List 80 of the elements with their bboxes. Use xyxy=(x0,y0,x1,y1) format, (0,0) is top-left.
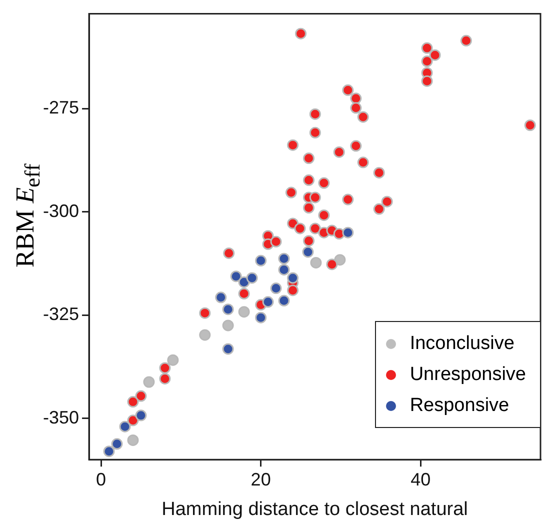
point xyxy=(111,438,123,450)
point xyxy=(357,156,369,168)
point xyxy=(287,284,299,296)
point xyxy=(270,236,282,248)
point xyxy=(103,446,115,458)
point xyxy=(278,294,290,306)
point xyxy=(460,34,472,46)
x-tick-label: 40 xyxy=(410,469,431,490)
point xyxy=(246,272,258,284)
point xyxy=(238,306,250,318)
x-tick-label: 20 xyxy=(250,469,271,490)
point xyxy=(135,390,147,402)
point xyxy=(309,222,321,234)
point xyxy=(357,111,369,123)
point xyxy=(303,174,315,186)
legend-label: Responsive xyxy=(410,394,510,416)
point xyxy=(429,49,441,61)
y-tick-label: -300 xyxy=(42,200,80,221)
point xyxy=(381,196,393,208)
point xyxy=(135,410,147,422)
point xyxy=(350,140,362,152)
point xyxy=(222,304,234,316)
point xyxy=(421,56,433,68)
point xyxy=(342,226,354,238)
point xyxy=(350,102,362,114)
x-tick-label: 0 xyxy=(96,469,106,490)
point xyxy=(222,320,234,332)
point xyxy=(309,126,321,138)
point xyxy=(303,152,315,164)
point xyxy=(119,420,131,432)
point xyxy=(309,192,321,204)
point xyxy=(285,186,297,198)
point xyxy=(294,222,306,234)
point xyxy=(309,108,321,120)
point xyxy=(167,354,179,366)
x-axis-title: Hamming distance to closest natural xyxy=(162,498,468,520)
point xyxy=(310,256,322,268)
point xyxy=(318,177,330,189)
point xyxy=(524,120,536,131)
point xyxy=(287,272,299,284)
point xyxy=(199,307,211,319)
point xyxy=(255,312,267,324)
point xyxy=(334,254,346,266)
point xyxy=(373,203,385,215)
y-tick-label: -350 xyxy=(42,407,80,428)
point xyxy=(421,42,433,54)
point xyxy=(270,282,282,294)
point xyxy=(350,92,362,104)
point xyxy=(318,209,330,221)
legend-label: Unresponsive xyxy=(410,364,526,386)
point xyxy=(238,276,250,288)
y-tick-label: -325 xyxy=(42,304,80,324)
point xyxy=(342,194,354,206)
point xyxy=(223,247,235,259)
point xyxy=(421,75,433,87)
point xyxy=(342,84,354,96)
point xyxy=(222,343,234,355)
point xyxy=(333,146,345,158)
point xyxy=(302,246,314,258)
point xyxy=(238,288,250,300)
point xyxy=(255,254,267,266)
legend-label: Inconclusive xyxy=(410,332,514,354)
point xyxy=(287,139,299,151)
point xyxy=(262,296,274,308)
point xyxy=(303,202,315,214)
point xyxy=(127,434,139,446)
point xyxy=(303,235,315,247)
point xyxy=(230,270,242,282)
point xyxy=(295,28,307,40)
point xyxy=(278,252,290,264)
point xyxy=(199,329,211,341)
point xyxy=(326,258,338,270)
point xyxy=(215,292,227,304)
point xyxy=(143,376,155,388)
point xyxy=(127,396,139,408)
y-tick-label: -275 xyxy=(42,98,80,118)
point xyxy=(278,264,290,276)
point xyxy=(159,362,171,374)
point xyxy=(373,166,385,178)
point xyxy=(159,372,171,384)
